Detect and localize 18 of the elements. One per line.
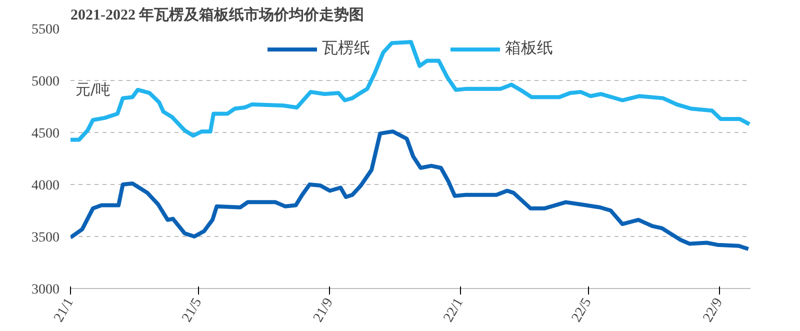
y-tick-label: 5500 — [32, 22, 60, 38]
y-tick-label: 4000 — [32, 178, 60, 194]
x-tick-label: 21/1 — [52, 296, 78, 325]
x-tick-label: 21/5 — [180, 296, 206, 325]
x-tick-label: 22/9 — [700, 296, 726, 325]
y-tick-label: 4500 — [32, 126, 60, 142]
y-tick-label: 3000 — [32, 282, 60, 298]
x-tick-label: 22/5 — [569, 296, 595, 325]
line-series — [70, 129, 750, 251]
chart-title: 2021-2022 年瓦楞及箱板纸市场价均价走势图 — [70, 6, 364, 24]
y-tick-label: 3500 — [32, 230, 60, 246]
line-series — [70, 40, 750, 142]
x-tick-label: 21/9 — [311, 296, 336, 325]
legend-label: 箱板纸 — [505, 38, 553, 59]
annotation: 元/吨 — [76, 80, 111, 98]
x-tick-label: 22/1 — [441, 296, 467, 325]
legend-label: 瓦楞纸 — [322, 38, 370, 59]
y-tick-label: 5000 — [32, 74, 60, 90]
